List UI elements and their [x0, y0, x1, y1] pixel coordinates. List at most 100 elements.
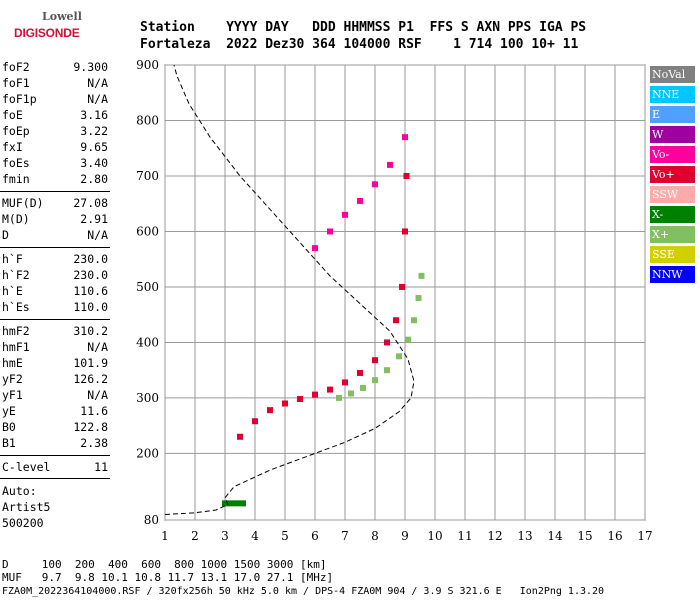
- data-point: [405, 336, 411, 343]
- data-point: [403, 172, 410, 179]
- digisonde-logo: Lowell DIGISONDE: [4, 8, 94, 44]
- param-row: yF2 126.2: [2, 372, 108, 388]
- data-point: [384, 339, 390, 346]
- param-value: 2.80: [80, 172, 108, 186]
- param-value: N/A: [87, 92, 108, 106]
- legend-item: NNW: [650, 266, 695, 283]
- logo-digisonde-text: DIGISONDE: [14, 26, 80, 40]
- param-row: MUF(D) 27.08: [2, 196, 108, 212]
- data-point: [372, 181, 378, 188]
- param-name: h`F2: [2, 268, 30, 282]
- data-point: [282, 400, 288, 407]
- data-point: [387, 161, 393, 168]
- header-labels: Station YYYY DAY DDD HHMMSS P1 FFS S AXN…: [140, 20, 587, 35]
- param-separator: [0, 478, 110, 479]
- param-row: B0 122.8: [2, 420, 108, 436]
- data-point: [357, 197, 363, 204]
- param-name: foF1: [2, 76, 30, 90]
- data-point: [399, 283, 405, 290]
- x-tick-label: 8: [371, 529, 379, 543]
- param-row: foF1p N/A: [2, 92, 108, 108]
- param-name: yE: [2, 404, 16, 418]
- data-point: [402, 228, 408, 235]
- y-tick-label: 300: [136, 391, 159, 405]
- param-row: hmF2 310.2: [2, 324, 108, 340]
- param-value: 2.38: [80, 436, 108, 450]
- param-value: 3.22: [80, 124, 108, 138]
- data-point: [327, 228, 333, 235]
- x-tick-label: 17: [637, 529, 652, 543]
- data-point: [372, 357, 378, 364]
- param-name: h`F: [2, 252, 23, 266]
- param-row: h`F2 230.0: [2, 268, 108, 284]
- param-name: fxI: [2, 140, 23, 154]
- x-tick-label: 7: [341, 529, 349, 543]
- param-value: 101.9: [73, 356, 108, 370]
- data-point: [237, 433, 243, 440]
- param-name: MUF(D): [2, 196, 44, 210]
- data-point: [415, 295, 422, 302]
- legend-item: SSW: [650, 186, 695, 203]
- param-row: h`Es 110.0: [2, 300, 108, 316]
- param-value: 9.300: [73, 60, 108, 74]
- legend-item: W: [650, 126, 695, 143]
- data-point: [312, 391, 318, 398]
- param-row: fxI 9.65: [2, 140, 108, 156]
- x-tick-label: 1: [161, 529, 169, 543]
- param-name: yF2: [2, 372, 23, 386]
- data-point: [234, 500, 240, 507]
- data-point: [267, 407, 273, 414]
- legend-item: Vo-: [650, 146, 695, 163]
- param-value: 230.0: [73, 268, 108, 282]
- param-name: hmF1: [2, 340, 30, 354]
- legend-item: SSE: [650, 246, 695, 263]
- param-value: 3.16: [80, 108, 108, 122]
- param-row: foF2 9.300: [2, 60, 108, 76]
- data-point: [327, 386, 333, 393]
- data-point: [312, 245, 318, 252]
- param-name: fmin: [2, 172, 30, 186]
- param-separator: [0, 319, 110, 320]
- data-point: [228, 500, 234, 507]
- legend-item: X+: [650, 226, 695, 243]
- param-row: hmF1 N/A: [2, 340, 108, 356]
- data-point: [418, 272, 425, 279]
- profile-curve: [164, 64, 415, 515]
- data-point: [222, 500, 228, 507]
- data-point: [336, 394, 342, 401]
- data-point: [252, 418, 258, 425]
- data-point: [393, 317, 399, 324]
- param-row: fmin 2.80: [2, 172, 108, 188]
- param-name: h`Es: [2, 300, 30, 314]
- param-row: hmE 101.9: [2, 356, 108, 372]
- param-name: M(D): [2, 212, 30, 226]
- param-name: foEp: [2, 124, 30, 138]
- x-tick-label: 9: [401, 529, 409, 543]
- y-tick-label: 700: [136, 169, 159, 183]
- footer-muf-row: MUF 9.7 9.8 10.1 10.8 11.7 13.1 17.0 27.…: [2, 571, 334, 584]
- x-tick-label: 16: [607, 529, 622, 543]
- x-tick-label: 15: [577, 529, 592, 543]
- x-tick-label: 2: [191, 529, 199, 543]
- footer-file-info: FZA0M_2022364104000.RSF / 320fx256h 50 k…: [2, 586, 605, 597]
- x-tick-label: 13: [517, 529, 532, 543]
- x-tick-label: 14: [547, 529, 563, 543]
- param-value: 11.6: [80, 404, 108, 418]
- param-value: 122.8: [73, 420, 108, 434]
- param-value: 310.2: [73, 324, 108, 338]
- param-value: 110.0: [73, 300, 108, 314]
- x-tick-label: 5: [281, 529, 289, 543]
- x-tick-label: 3: [221, 529, 229, 543]
- ionogram-chart: 1 2 3 4 5 6 7 8 9 10 11 12 13 14 15 16 17802003004005006…: [136, 58, 653, 543]
- data-point: [360, 384, 366, 391]
- x-tick-label: 12: [487, 529, 502, 543]
- param-name: hmF2: [2, 324, 30, 338]
- param-separator: [0, 455, 110, 456]
- data-point: [402, 134, 408, 141]
- param-row: yF1 N/A: [2, 388, 108, 404]
- param-row: foEs 3.40: [2, 156, 108, 172]
- legend-item: NNE: [650, 86, 695, 103]
- param-name: foEs: [2, 156, 30, 170]
- legend-item: NoVal: [650, 66, 695, 83]
- param-value: 110.6: [73, 284, 108, 298]
